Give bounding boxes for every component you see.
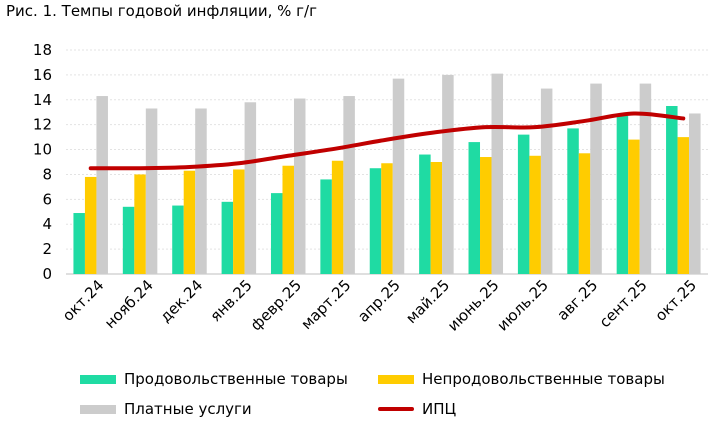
bar-services (540, 88, 553, 274)
bar-nonfood (134, 174, 146, 274)
bar-food (122, 206, 135, 274)
bar-nonfood (331, 160, 344, 274)
bar-services (590, 83, 602, 274)
bar-food (221, 201, 234, 274)
bar-nonfood (529, 155, 541, 274)
bar-food (172, 205, 184, 274)
y-tick-label: 18 (33, 41, 52, 59)
y-tick-label: 6 (42, 190, 52, 208)
bar-services (244, 102, 257, 275)
y-tick-label: 0 (42, 265, 52, 283)
bar-food (616, 115, 629, 274)
cpi-line (88, 111, 686, 171)
x-tick-label: окт.24 (59, 276, 108, 325)
x-tick-label: янв.25 (207, 276, 256, 325)
bar-nonfood (183, 170, 196, 274)
bar-services (343, 96, 355, 275)
bar-nonfood (381, 163, 393, 274)
x-tick-label: февр.25 (247, 276, 305, 334)
bar-nonfood (84, 176, 97, 274)
bar-services (195, 108, 207, 274)
chart-title: Рис. 1. Темпы годовой инфляции, % г/г (6, 2, 317, 20)
bar-services (639, 83, 652, 274)
bar-food (369, 168, 382, 274)
y-tick-label: 12 (33, 116, 52, 134)
x-tick-label: нояб.24 (101, 276, 157, 332)
x-tick-label: апр.25 (354, 276, 404, 326)
y-tick-label: 4 (42, 215, 52, 233)
bar-services (293, 98, 306, 275)
bar-nonfood (628, 139, 640, 274)
x-tick-label: авг.25 (553, 276, 601, 324)
bar-nonfood (677, 137, 690, 274)
bar-nonfood (233, 169, 245, 274)
y-axis-ticks: 0 2 4 6 8 10 12 14 16 18 (33, 41, 52, 283)
bar-nonfood (480, 157, 492, 274)
y-tick-label: 14 (33, 91, 52, 109)
bar-food (419, 154, 431, 274)
bar-services (689, 113, 701, 274)
x-tick-label: июль.25 (494, 276, 552, 334)
bar-food (270, 193, 283, 274)
bar-food (73, 213, 85, 274)
bar-food (320, 179, 332, 274)
x-tick-label: окт.25 (651, 276, 700, 325)
x-tick-label: март.25 (297, 276, 354, 333)
bar-food (666, 106, 678, 274)
bar-services (96, 96, 108, 275)
bar-food (517, 134, 530, 274)
bar-food (468, 142, 481, 274)
bar-services (491, 73, 504, 275)
bar-food (567, 128, 579, 274)
bar-services (392, 78, 405, 274)
cpi-line-series (88, 111, 686, 171)
y-tick-label: 10 (33, 141, 52, 159)
x-tick-label: сент.25 (596, 276, 651, 331)
bar-series (73, 73, 701, 275)
bar-nonfood (282, 165, 294, 274)
y-tick-label: 2 (42, 240, 52, 258)
bar-nonfood (578, 153, 591, 274)
bar-services (442, 74, 454, 274)
bar-nonfood (430, 162, 443, 274)
x-tick-label: дек.24 (156, 276, 206, 326)
y-tick-label: 16 (33, 66, 52, 84)
y-tick-label: 8 (42, 165, 52, 183)
x-tick-label: июнь.25 (444, 276, 503, 335)
bar-services (145, 108, 158, 274)
